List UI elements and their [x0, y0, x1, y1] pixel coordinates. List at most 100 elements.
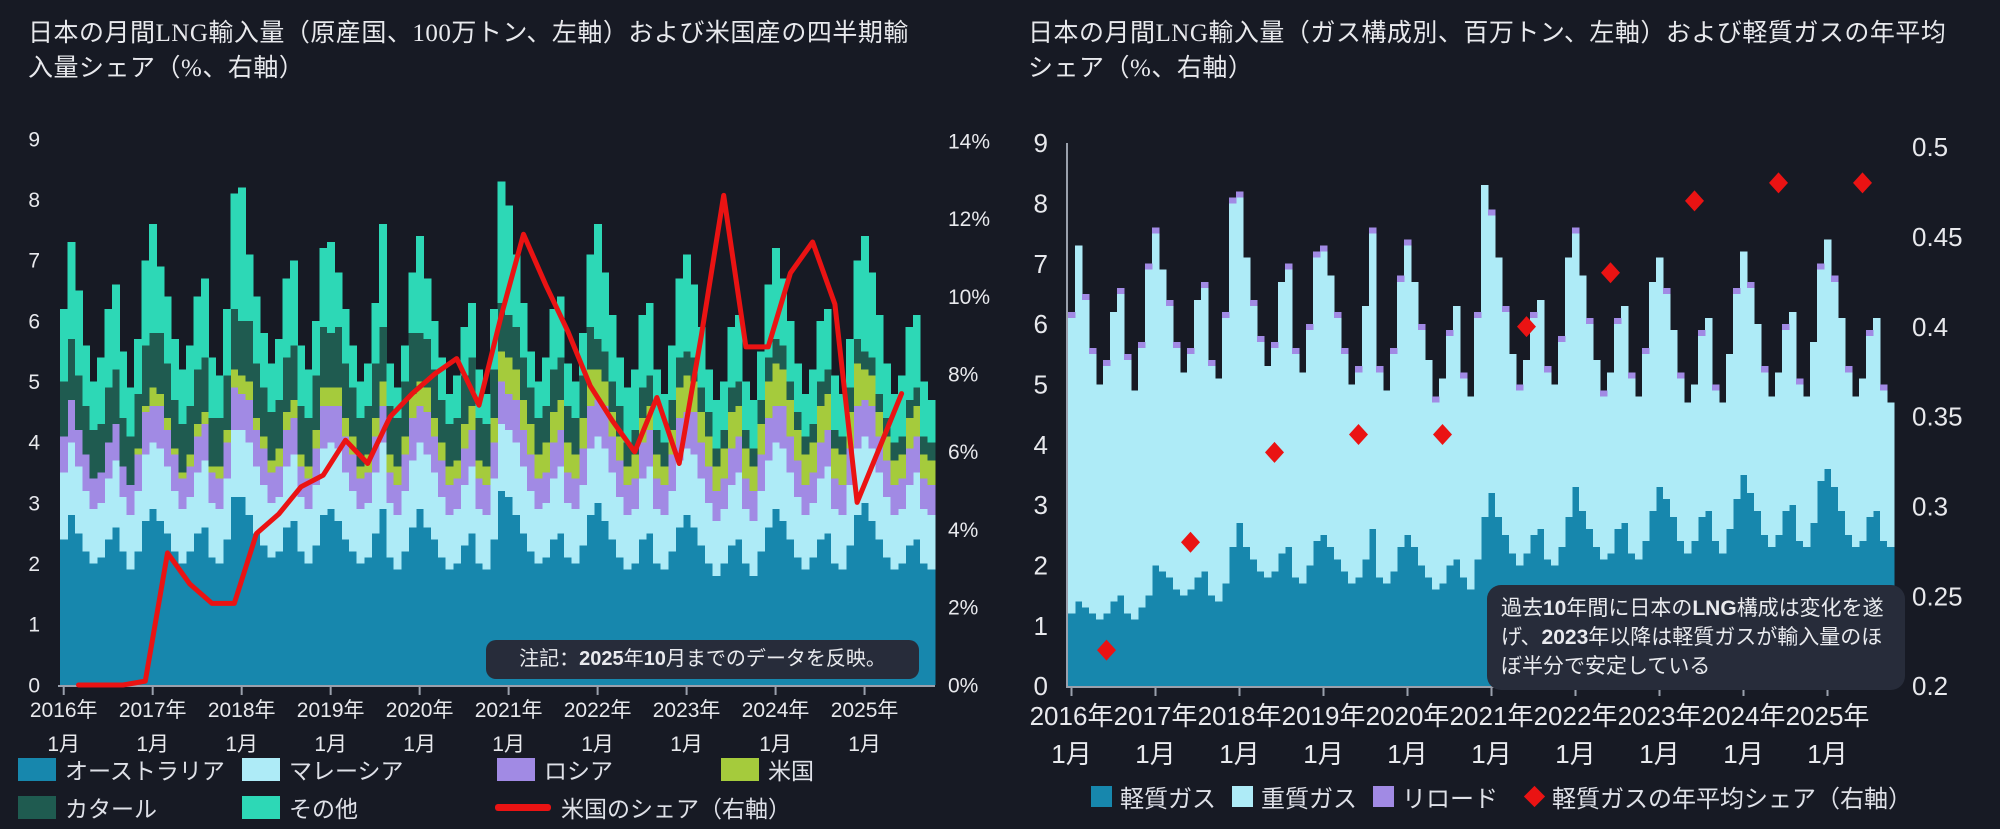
svg-text:1: 1 [28, 614, 40, 637]
svg-text:2016年: 2016年 [1030, 701, 1114, 731]
svg-text:5: 5 [1034, 369, 1048, 399]
svg-text:4: 4 [1034, 430, 1048, 460]
russia-swatch [497, 757, 535, 781]
legend-label: オーストラリア [65, 759, 225, 784]
light-gas-swatch [1091, 786, 1112, 807]
svg-text:0.45: 0.45 [1912, 222, 1963, 252]
svg-text:3: 3 [28, 492, 40, 515]
legend-label: カタール [65, 797, 157, 822]
svg-text:2024年: 2024年 [742, 699, 810, 722]
svg-text:2018年: 2018年 [208, 699, 276, 722]
rc-g-axis-labels: 0 1 2 3 4 5 6 7 8 9 0.2 0.25 0.3 0.35 0.4 0.45 0.5 [1034, 128, 1963, 701]
heavy-gas-swatch [1232, 786, 1253, 807]
svg-text:1月: 1月 [1135, 739, 1175, 769]
left-chart-note: 注記：2025年10月までのデータを反映。 [486, 640, 919, 679]
australia-swatch [18, 757, 56, 781]
svg-text:2018年: 2018年 [1198, 701, 1282, 731]
svg-text:2024年: 2024年 [1702, 701, 1786, 731]
other-swatch [242, 795, 280, 819]
lc-g-bars [60, 181, 936, 685]
svg-text:14%: 14% [948, 130, 990, 153]
svg-text:0.35: 0.35 [1912, 402, 1963, 432]
svg-text:10%: 10% [948, 286, 990, 309]
legend-label: 軽質ガスの年平均シェア（右軸） [1552, 787, 1912, 813]
legend-label: リロード [1402, 787, 1498, 813]
qatar-swatch [18, 795, 56, 819]
legend-item-other: その他 [242, 790, 358, 824]
svg-text:2017年: 2017年 [119, 699, 187, 722]
svg-text:1月: 1月 [1471, 739, 1511, 769]
legend-item-malaysia: マレーシア [242, 752, 404, 786]
legend-item-usa: 米国 [721, 752, 814, 786]
svg-text:1月: 1月 [848, 733, 881, 756]
legend-label: ロシア [544, 759, 613, 784]
lc-g-axis-labels: 0 1 2 3 4 5 6 7 8 9 0% 2% 4% 6% 8% 10% 12% 14% [28, 128, 990, 697]
svg-text:0%: 0% [948, 674, 978, 697]
svg-text:9: 9 [28, 128, 40, 151]
svg-text:6%: 6% [948, 441, 978, 464]
svg-text:0: 0 [1034, 671, 1048, 701]
svg-text:2016年: 2016年 [30, 699, 98, 722]
legend-label: マレーシア [289, 759, 404, 784]
svg-text:4: 4 [28, 432, 40, 455]
light-gas-share-diamond-swatch [1523, 785, 1546, 808]
svg-text:1月: 1月 [1051, 739, 1091, 769]
legend-label: 米国のシェア（右軸） [561, 797, 791, 822]
lc-g-axis [58, 685, 935, 695]
legend-item-russia: ロシア [497, 752, 613, 786]
svg-text:2%: 2% [948, 597, 978, 620]
lc-g-x-labels: 2016年 1月 2017年 1月 2018年 1月 2019年 1月 2020年 1月 2021年… [30, 699, 899, 756]
svg-text:6: 6 [28, 310, 40, 333]
svg-text:1月: 1月 [670, 733, 703, 756]
left-chart-title: 日本の月間LNG輸入量（原産国、100万トン、左軸）および米国産の四半期輸入量シ… [28, 20, 909, 82]
svg-text:12%: 12% [948, 208, 990, 231]
usa-swatch [721, 757, 759, 781]
malaysia-swatch [242, 757, 280, 781]
note-text: 注記：2025年10月までのデータを反映。 [519, 648, 886, 670]
svg-text:2022年: 2022年 [1534, 701, 1618, 731]
svg-text:1月: 1月 [225, 733, 258, 756]
svg-text:0: 0 [28, 674, 40, 697]
svg-text:6: 6 [1034, 309, 1048, 339]
legend-label: 軽質ガス [1120, 787, 1216, 813]
svg-text:2023年: 2023年 [1618, 701, 1702, 731]
svg-text:1月: 1月 [1219, 739, 1259, 769]
legend-item-australia: オーストラリア [18, 752, 225, 786]
svg-text:3: 3 [1034, 490, 1048, 520]
legend-item-qatar: カタール [18, 790, 157, 824]
svg-text:0.5: 0.5 [1912, 132, 1948, 162]
svg-text:2017年: 2017年 [1114, 701, 1198, 731]
svg-text:0.4: 0.4 [1912, 312, 1948, 342]
legend-item-heavy-gas: 重質ガス [1232, 779, 1357, 814]
legend-item-light-gas: 軽質ガス [1091, 779, 1216, 814]
svg-text:1月: 1月 [1303, 739, 1343, 769]
svg-text:2: 2 [1034, 550, 1048, 580]
svg-text:1月: 1月 [1807, 739, 1847, 769]
reload-swatch [1373, 786, 1394, 807]
svg-text:2019年: 2019年 [1282, 701, 1366, 731]
svg-text:1月: 1月 [759, 733, 792, 756]
svg-text:8%: 8% [948, 363, 978, 386]
svg-text:2025年: 2025年 [831, 699, 899, 722]
svg-text:5: 5 [28, 371, 40, 394]
svg-text:1月: 1月 [136, 733, 169, 756]
svg-text:9: 9 [1034, 128, 1048, 158]
svg-text:1月: 1月 [1639, 739, 1679, 769]
svg-text:8: 8 [28, 189, 40, 212]
svg-text:2: 2 [28, 553, 40, 576]
svg-text:2019年: 2019年 [297, 699, 365, 722]
us-share-line [76, 192, 905, 688]
right-chart-title: 日本の月間LNG輸入量（ガス構成別、百万トン、左軸）および軽質ガスの年平均シェア… [1028, 20, 1947, 82]
svg-text:2022年: 2022年 [564, 699, 632, 722]
right-chart-annotation: 過去10年間に日本のLNG構成は変化を遂げ、2023年以降は軽質ガスが輸入量のほ… [1487, 585, 1905, 690]
svg-text:1月: 1月 [581, 733, 614, 756]
svg-text:8: 8 [1034, 188, 1048, 218]
svg-text:2020年: 2020年 [386, 699, 454, 722]
left-chart-plot: 0 1 2 3 4 5 6 7 8 9 0% 2% 4% 6% 8% 10% 12% 14% 2016年 1月 2017… [28, 128, 990, 756]
rc-g-x-labels: 2016年 1月 2017年 1月 2018年 1月 2019年 1月 2020年 1月 2021年… [1030, 701, 1870, 769]
annotation-text: 過去10年間に日本のLNG構成は変化を遂げ、2023年以降は軽質ガスが輸入量のほ… [1501, 596, 1884, 678]
svg-text:0.25: 0.25 [1912, 581, 1963, 611]
svg-text:1月: 1月 [492, 733, 525, 756]
